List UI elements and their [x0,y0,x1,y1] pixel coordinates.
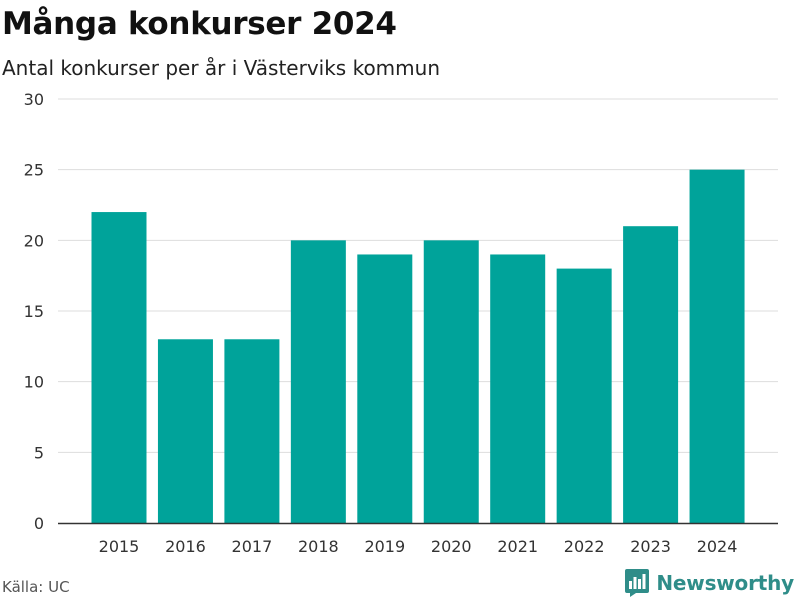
y-tick-label: 30 [24,90,44,109]
y-tick-label: 25 [24,161,44,180]
chart-subtitle: Antal konkurser per år i Västerviks komm… [2,56,440,80]
x-tick-label: 2023 [630,537,671,556]
brand-name: Newsworthy [656,571,794,595]
x-tick-label: 2016 [165,537,206,556]
bar-2020 [423,240,479,524]
bar-2022 [556,268,612,523]
bar-2018 [290,240,346,524]
x-tick-label: 2022 [564,537,605,556]
x-tick-label: 2017 [232,537,273,556]
bar-chart-logo-icon [625,569,650,597]
source-note: Källa: UC [2,578,70,596]
x-tick-label: 2019 [364,537,405,556]
x-tick-label: 2024 [697,537,738,556]
x-tick-label: 2021 [497,537,538,556]
x-tick-label: 2015 [99,537,140,556]
bar-2019 [357,254,413,523]
bar-2017 [224,339,280,523]
chart-title: Många konkurser 2024 [2,6,397,42]
bar-2023 [623,226,679,523]
y-tick-label: 15 [24,302,44,321]
bar-2021 [490,254,546,523]
y-tick-label: 20 [24,231,44,250]
y-tick-label: 10 [24,373,44,392]
bar-2024 [689,169,745,523]
y-tick-label: 0 [34,514,44,533]
x-tick-label: 2018 [298,537,339,556]
bar-2016 [157,339,213,523]
axes: 0 5 10 15 20 25 30 2015 2016 2017 2018 2019 2020 2021… [24,90,778,556]
newsworthy-logo: Newsworthy [624,568,794,598]
y-tick-label: 5 [34,443,44,462]
bars [91,169,745,524]
bar-2015 [91,212,147,524]
x-tick-label: 2020 [431,537,472,556]
